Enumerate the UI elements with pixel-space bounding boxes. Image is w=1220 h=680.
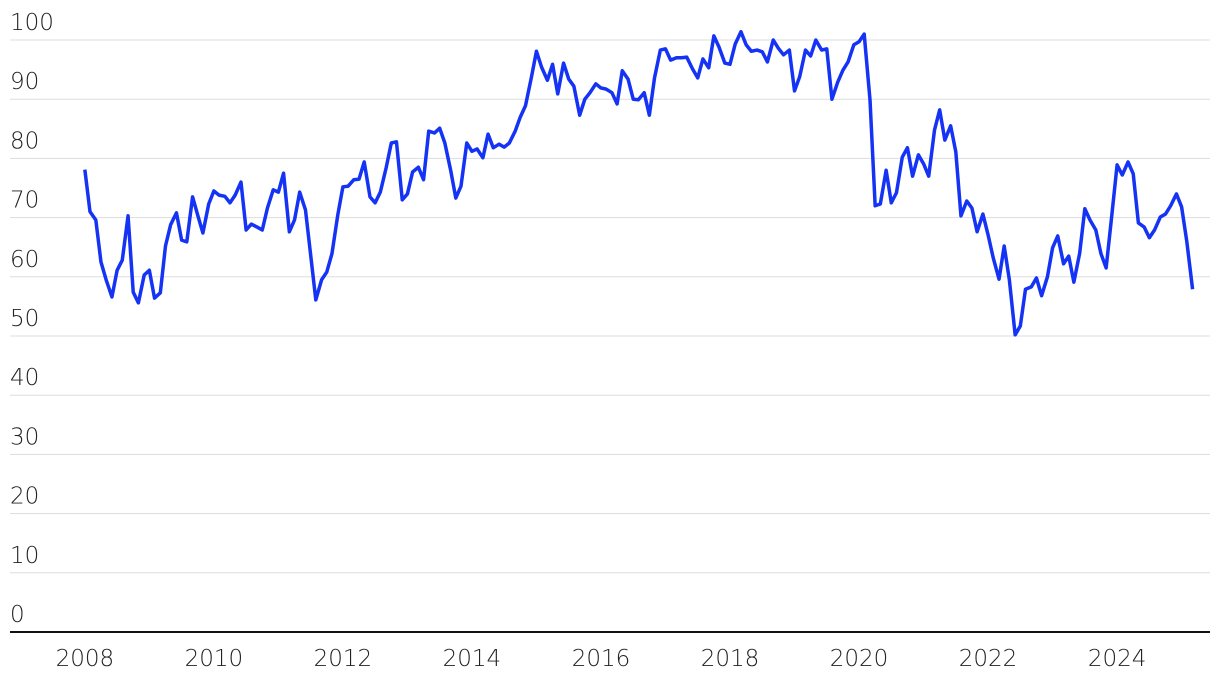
x-tick-label: 2018 bbox=[701, 646, 760, 672]
y-tick-label: 80 bbox=[10, 128, 39, 154]
x-tick-label: 2020 bbox=[830, 646, 889, 672]
x-tick-label: 2012 bbox=[314, 646, 373, 672]
y-tick-label: 50 bbox=[10, 306, 39, 332]
data-line bbox=[83, 29, 1195, 337]
y-tick-label: 10 bbox=[10, 543, 39, 569]
y-tick-label: 90 bbox=[10, 69, 39, 95]
x-tick-label: 2022 bbox=[959, 646, 1018, 672]
y-tick-label: 40 bbox=[10, 365, 39, 391]
x-tick-label: 2014 bbox=[443, 646, 502, 672]
x-tick-label: 2016 bbox=[572, 646, 631, 672]
x-tick-label: 2024 bbox=[1088, 646, 1147, 672]
y-tick-label: 60 bbox=[10, 247, 39, 273]
x-tick-label: 2010 bbox=[185, 646, 244, 672]
y-tick-label: 20 bbox=[10, 484, 39, 510]
y-tick-label: 70 bbox=[10, 188, 39, 214]
y-tick-label: 30 bbox=[10, 424, 39, 450]
y-tick-label: 0 bbox=[10, 602, 25, 628]
x-tick-label: 2008 bbox=[56, 646, 115, 672]
y-tick-label: 100 bbox=[10, 10, 54, 36]
